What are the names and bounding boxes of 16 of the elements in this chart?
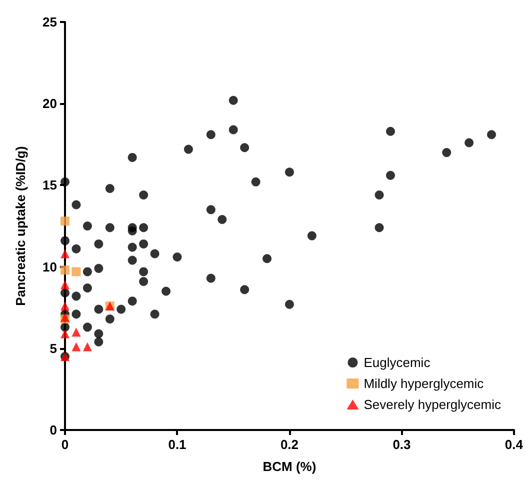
x-tick-label: 0.2: [280, 437, 299, 452]
y-tick-label: 5: [50, 340, 57, 356]
legend-label: Severely hyperglycemic: [364, 397, 502, 412]
x-tick-label: 0.3: [392, 437, 411, 452]
y-tick-label: 10: [42, 259, 57, 274]
legend-label: Euglycemic: [364, 355, 431, 370]
x-tick-label: 0.1: [168, 437, 186, 452]
y-tick-label: 15: [42, 178, 57, 193]
y-axis-title: Pancreatic uptake (%ID/g): [13, 146, 28, 306]
x-axis-title: BCM (%): [262, 459, 316, 474]
y-tick-label: 0: [50, 422, 57, 438]
x-tick-label: 0: [61, 437, 69, 452]
legend-label: Mildly hyperglycemic: [364, 376, 484, 391]
y-tick-label: 20: [42, 96, 57, 112]
x-tick-label: 0.4: [504, 437, 524, 452]
y-tick-label: 25: [42, 14, 57, 30]
